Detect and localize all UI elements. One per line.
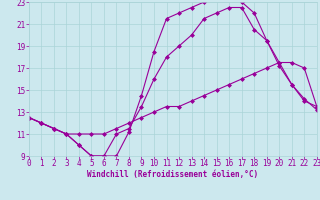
X-axis label: Windchill (Refroidissement éolien,°C): Windchill (Refroidissement éolien,°C) bbox=[87, 170, 258, 179]
